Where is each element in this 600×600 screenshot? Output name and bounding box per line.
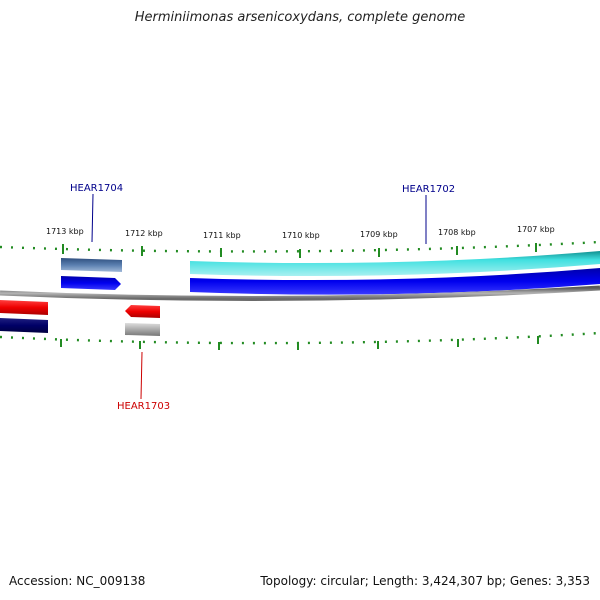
gene-label-hear1704[interactable]: HEAR1704 xyxy=(70,183,123,194)
gene-navy-left[interactable] xyxy=(0,318,48,333)
outer-major-ticks xyxy=(62,243,537,258)
gene-hear1703-inner[interactable] xyxy=(125,323,160,336)
scale-label-1712: 1712 kbp xyxy=(125,229,163,238)
scale-label-1707: 1707 kbp xyxy=(517,225,555,234)
scale-label-1708: 1708 kbp xyxy=(438,228,476,237)
gene-label-hear1702[interactable]: HEAR1702 xyxy=(402,184,455,195)
inner-tick-row xyxy=(0,331,600,345)
hear1704-leader xyxy=(91,193,94,243)
hear1703-leader xyxy=(140,351,143,400)
map-title: Herminiimonas arsenicoxydans, complete g… xyxy=(134,10,466,25)
scale-label-1711: 1711 kbp xyxy=(203,231,241,240)
gene-hear1702-outer[interactable] xyxy=(190,251,600,277)
gene-hear1704-inner[interactable] xyxy=(61,276,121,290)
gene-label-hear1703[interactable]: HEAR1703 xyxy=(117,401,170,412)
inner-major-ticks xyxy=(60,336,539,350)
genome-summary-text: Topology: circular; Length: 3,424,307 bp… xyxy=(260,574,590,588)
accession-text: Accession: NC_009138 xyxy=(9,574,146,588)
gene-red-left[interactable] xyxy=(0,300,48,315)
scale-label-1709: 1709 kbp xyxy=(360,230,398,239)
gene-hear1702-inner[interactable] xyxy=(190,268,600,295)
gene-hear1703-outer[interactable] xyxy=(125,305,160,318)
gene-hear1704-outer[interactable] xyxy=(61,258,122,272)
genome-backbone xyxy=(0,285,600,301)
scale-label-1713: 1713 kbp xyxy=(46,227,84,236)
scale-label-1710: 1710 kbp xyxy=(282,231,320,240)
